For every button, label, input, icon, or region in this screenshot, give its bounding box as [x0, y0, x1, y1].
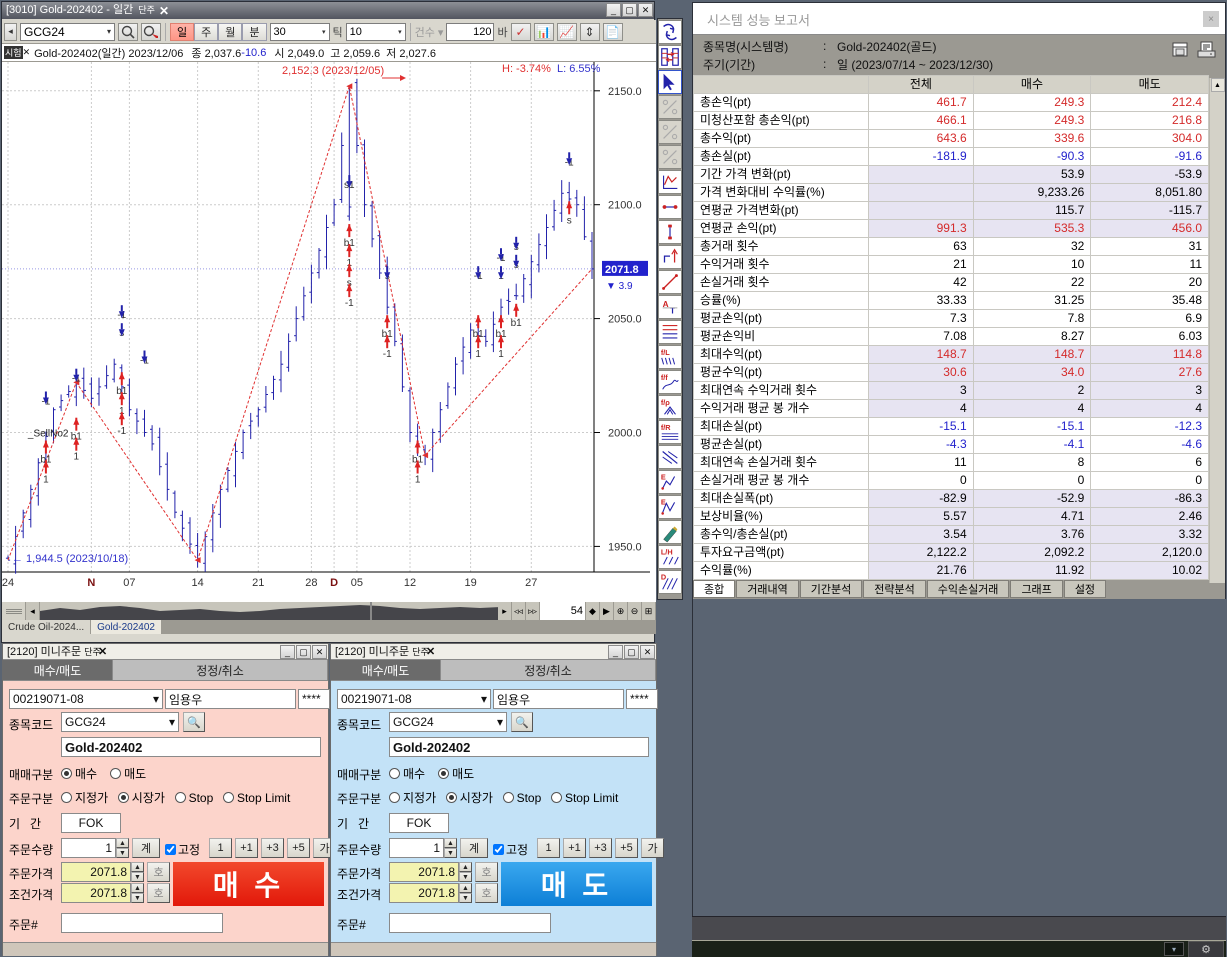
svg-text:f/ρ: f/ρ — [661, 398, 670, 407]
svg-text:← 1,944.5 (2023/10/18): ← 1,944.5 (2023/10/18) — [12, 553, 128, 565]
svg-text:1: 1 — [498, 349, 504, 360]
svg-text:L: 6.55%: L: 6.55% — [557, 63, 601, 75]
svg-text:s: s — [567, 215, 572, 226]
svg-text:07: 07 — [123, 577, 135, 589]
svg-text:f/L: f/L — [661, 348, 670, 357]
svg-text:N: N — [87, 577, 95, 589]
svg-text:_SellNo2: _SellNo2 — [27, 429, 69, 440]
svg-text:-1: -1 — [383, 349, 392, 360]
svg-text:2050.0: 2050.0 — [608, 314, 642, 326]
svg-text:1: 1 — [43, 475, 49, 486]
svg-text:H: -3.74%: H: -3.74% — [502, 63, 551, 75]
svg-text:1: 1 — [475, 349, 481, 360]
svg-text:D: D — [661, 572, 666, 581]
svg-text:05: 05 — [351, 577, 363, 589]
svg-text:-1: -1 — [117, 426, 126, 437]
svg-text:24: 24 — [2, 577, 14, 589]
svg-text:1950.0: 1950.0 — [608, 541, 642, 553]
svg-text:12: 12 — [404, 577, 416, 589]
svg-text:L/H: L/H — [661, 547, 673, 556]
svg-text:E: E — [661, 497, 666, 506]
svg-text:14: 14 — [191, 577, 203, 589]
svg-text:2071.8: 2071.8 — [605, 264, 639, 276]
svg-text:1: 1 — [74, 452, 80, 463]
svg-text:b1: b1 — [511, 318, 523, 329]
svg-text:2150.0: 2150.0 — [608, 86, 642, 98]
svg-text:21: 21 — [252, 577, 264, 589]
svg-text:2,152.3 (2023/12/05): 2,152.3 (2023/12/05) — [282, 65, 384, 77]
svg-text:E: E — [661, 472, 666, 481]
svg-text:2000.0: 2000.0 — [608, 428, 642, 440]
svg-text:2100.0: 2100.0 — [608, 200, 642, 212]
svg-text:28: 28 — [305, 577, 317, 589]
svg-text:D: D — [330, 577, 338, 589]
svg-text:f/f: f/f — [661, 373, 668, 382]
svg-text:▼ 3.9: ▼ 3.9 — [606, 281, 633, 292]
svg-text:19: 19 — [464, 577, 476, 589]
svg-text:27: 27 — [525, 577, 537, 589]
svg-text:f/R: f/R — [661, 423, 671, 432]
svg-text:-1: -1 — [345, 298, 354, 309]
svg-text:1: 1 — [415, 475, 421, 486]
